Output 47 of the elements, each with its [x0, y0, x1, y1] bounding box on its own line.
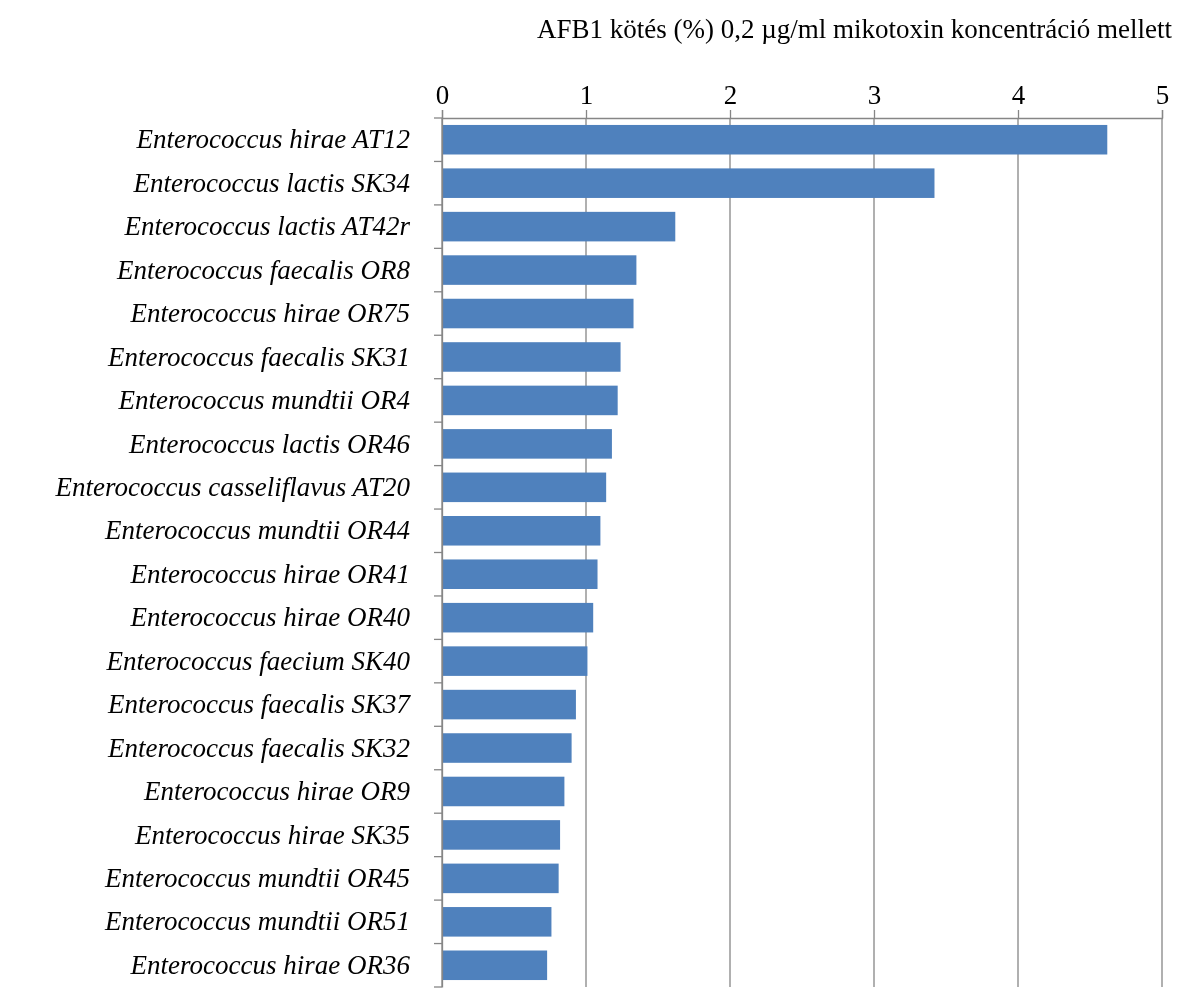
bar: [442, 863, 559, 894]
bar: [442, 776, 565, 807]
y-tick-label: Enterococcus hirae AT12: [135, 124, 410, 155]
y-tick-label: Enterococcus faecium SK40: [105, 645, 411, 676]
y-tick-label: Enterococcus faecalis OR8: [116, 254, 411, 285]
bar: [442, 646, 588, 676]
y-tick-label: Enterococcus mundtii OR44: [104, 515, 410, 546]
x-tick-label: 0: [435, 80, 450, 111]
bar: [442, 950, 548, 981]
bar: [442, 124, 1108, 155]
bar: [442, 559, 598, 589]
bar: [442, 211, 676, 242]
bar: [442, 602, 594, 633]
y-tick-label: Enterococcus faecalis SK31: [107, 341, 410, 372]
bar: [442, 689, 576, 720]
x-tick-label: 4: [1011, 80, 1026, 111]
y-tick-label: Enterococcus mundtii OR51: [104, 906, 410, 937]
x-axis-title: AFB1 kötés (%) 0,2 µg/ml mikotoxin koncentráció mellett: [537, 14, 1173, 44]
bar: [442, 385, 618, 416]
bar: [442, 733, 572, 763]
bar: [442, 429, 612, 459]
bar: [442, 298, 634, 329]
y-tick-label: Enterococcus casseliflavus AT20: [54, 471, 411, 502]
y-tick-label: Enterococcus hirae OR75: [129, 298, 410, 329]
bar: [442, 255, 637, 285]
x-tick-label: 3: [867, 80, 882, 111]
y-tick-label: Enterococcus hirae OR41: [129, 558, 410, 589]
y-tick-label: Enterococcus mundtii OR45: [104, 863, 410, 894]
bar: [442, 907, 552, 937]
bar: [442, 342, 621, 372]
y-tick-label: Enterococcus mundtii OR4: [117, 385, 410, 416]
x-tick-label: 5: [1155, 80, 1170, 111]
x-tick-label: 1: [579, 80, 594, 111]
bar: [442, 472, 607, 503]
y-tick-label: Enterococcus hirae SK35: [134, 819, 410, 850]
bar: [442, 820, 561, 850]
y-tick-label: Enterococcus faecalis SK37: [107, 689, 412, 720]
y-tick-label: Enterococcus lactis AT42r: [123, 211, 411, 242]
y-tick-label: Enterococcus lactis SK34: [132, 167, 410, 198]
x-tick-label: 2: [723, 80, 738, 111]
bar: [442, 516, 601, 546]
y-tick-label: Enterococcus lactis OR46: [128, 428, 411, 459]
bar: [442, 168, 935, 198]
y-tick-label: Enterococcus hirae OR36: [129, 949, 411, 980]
y-tick-label: Enterococcus hirae OR9: [143, 776, 411, 807]
y-tick-label: Enterococcus hirae OR40: [129, 602, 411, 633]
y-tick-label: Enterococcus faecalis SK32: [107, 732, 410, 763]
